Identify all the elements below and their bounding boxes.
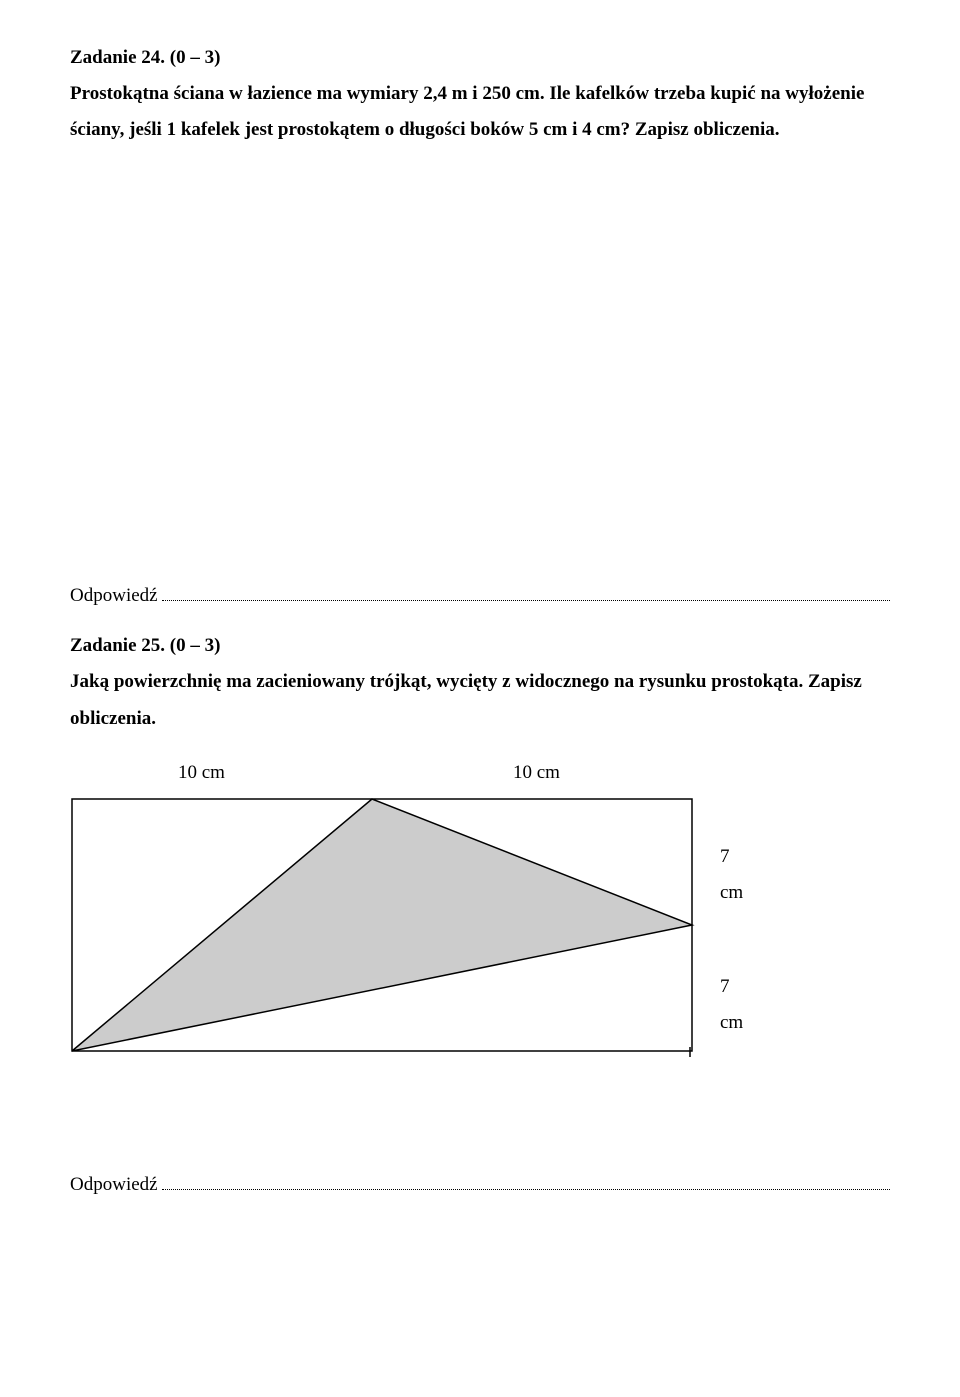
task24-text-line2: ściany, jeśli 1 kafelek jest prostokątem… bbox=[70, 112, 890, 148]
task25-text-line1: Jaką powierzchnię ma zacieniowany trójką… bbox=[70, 664, 890, 700]
dim-left-label: 10 cm bbox=[178, 755, 225, 791]
task25-answer-dots bbox=[162, 1174, 890, 1190]
side-top-label: 7 cm bbox=[720, 839, 743, 911]
task25-figure: 7 cm 7 cm bbox=[70, 797, 790, 1077]
task24-workspace bbox=[70, 148, 890, 568]
shaded-triangle bbox=[72, 799, 692, 1051]
side-bottom-label: 7 cm bbox=[720, 969, 743, 1041]
task24-answer-label: Odpowiedź bbox=[70, 578, 158, 614]
dim-right-label: 10 cm bbox=[513, 755, 560, 791]
task25-heading: Zadanie 25. (0 – 3) bbox=[70, 628, 890, 664]
task24-text-line1: Prostokątna ściana w łazience ma wymiary… bbox=[70, 76, 890, 112]
triangle-in-rect-svg bbox=[70, 797, 700, 1059]
task25-top-dimensions: 10 cm 10 cm bbox=[70, 755, 890, 791]
task24-answer-line: Odpowiedź bbox=[70, 578, 890, 614]
task24-answer-dots bbox=[162, 585, 890, 601]
task25-answer-line: Odpowiedź bbox=[70, 1167, 890, 1203]
task25-answer-label: Odpowiedź bbox=[70, 1167, 158, 1203]
task25-text-line2: obliczenia. bbox=[70, 701, 890, 737]
task24-heading: Zadanie 24. (0 – 3) bbox=[70, 40, 890, 76]
